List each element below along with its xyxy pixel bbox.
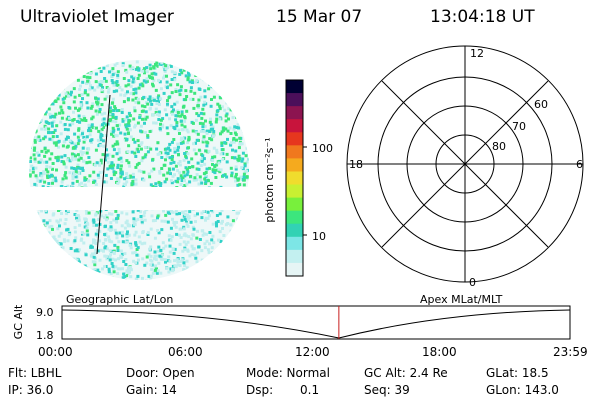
status-gain: Gain: 14 bbox=[126, 383, 177, 397]
mlt-label-18: 18 bbox=[349, 158, 363, 171]
colorbar-segment bbox=[286, 171, 303, 186]
colorbar-unit-label: photon cm⁻²s⁻¹ bbox=[263, 137, 276, 222]
colorbar-panel: photon cm⁻²s⁻¹ bbox=[263, 79, 307, 277]
lat-label-60: 60 bbox=[534, 98, 548, 111]
colorbar-segment bbox=[286, 262, 303, 277]
time-label: 13:04:18 UT bbox=[430, 7, 535, 27]
time-tick-1800: 18:00 bbox=[422, 345, 457, 359]
colorbar-segment bbox=[286, 197, 303, 212]
mlt-label-6: 6 bbox=[576, 158, 583, 171]
status-ip: IP: 36.0 bbox=[8, 383, 54, 397]
colorbar-segment bbox=[286, 80, 303, 94]
colorbar-segment bbox=[286, 145, 303, 159]
timeline-y-label: GC Alt bbox=[12, 304, 25, 339]
colorbar-segment bbox=[286, 119, 303, 133]
timeline-right-label: Apex MLat/MLT bbox=[420, 293, 503, 306]
lat-label-70: 70 bbox=[512, 120, 526, 133]
time-tick-0000: 00:00 bbox=[38, 345, 73, 359]
mlt-label-12: 12 bbox=[470, 47, 484, 60]
timeline-ytick-9: 9.0 bbox=[36, 306, 54, 319]
colorbar-segment bbox=[286, 249, 303, 264]
colorbar-segment bbox=[286, 184, 303, 199]
data-gap-band bbox=[20, 187, 260, 210]
polar-diagonal-2 bbox=[381, 80, 549, 248]
status-glon: GLon: 143.0 bbox=[486, 383, 559, 397]
colorbar-segment bbox=[286, 132, 303, 146]
terminator-line bbox=[96, 94, 111, 255]
colorbar-segment bbox=[286, 93, 303, 107]
altitude-curve bbox=[61, 309, 571, 339]
status-dsp-value: 0.1 bbox=[300, 383, 320, 397]
status-door: Door: Open bbox=[126, 366, 195, 380]
status-glat: GLat: 18.5 bbox=[486, 366, 549, 380]
colorbar-tick-100: 100 bbox=[312, 142, 333, 155]
colorbar-segment bbox=[286, 236, 303, 251]
timeline-left-label: Geographic Lat/Lon bbox=[66, 293, 174, 306]
colorbar-segment bbox=[286, 210, 303, 225]
mlt-label-0: 0 bbox=[469, 276, 476, 289]
time-tick-2359: 23:59 bbox=[553, 345, 588, 359]
status-dsp-label: Dsp: bbox=[246, 383, 274, 397]
instrument-title: Ultraviolet Imager bbox=[20, 7, 174, 27]
timeline-ytick-1.8: 1.8 bbox=[36, 329, 54, 342]
lat-label-80: 80 bbox=[492, 140, 506, 153]
colorbar-segment bbox=[286, 106, 303, 120]
date-label: 15 Mar 07 bbox=[276, 7, 363, 27]
time-tick-1200: 12:00 bbox=[295, 345, 330, 359]
status-mode: Mode: Normal bbox=[246, 366, 330, 380]
status-filter: Flt: LBHL bbox=[8, 366, 62, 380]
colorbar-segment bbox=[286, 158, 303, 172]
colorbar bbox=[286, 80, 303, 277]
colorbar-segment bbox=[286, 223, 303, 238]
colorbar-frame bbox=[285, 79, 304, 277]
time-tick-0600: 06:00 bbox=[168, 345, 203, 359]
status-seq: Seq: 39 bbox=[364, 383, 410, 397]
colorbar-tick-10: 10 bbox=[312, 230, 326, 243]
status-gc-alt: GC Alt: 2.4 Re bbox=[364, 366, 448, 380]
timeline-frame bbox=[61, 305, 571, 340]
